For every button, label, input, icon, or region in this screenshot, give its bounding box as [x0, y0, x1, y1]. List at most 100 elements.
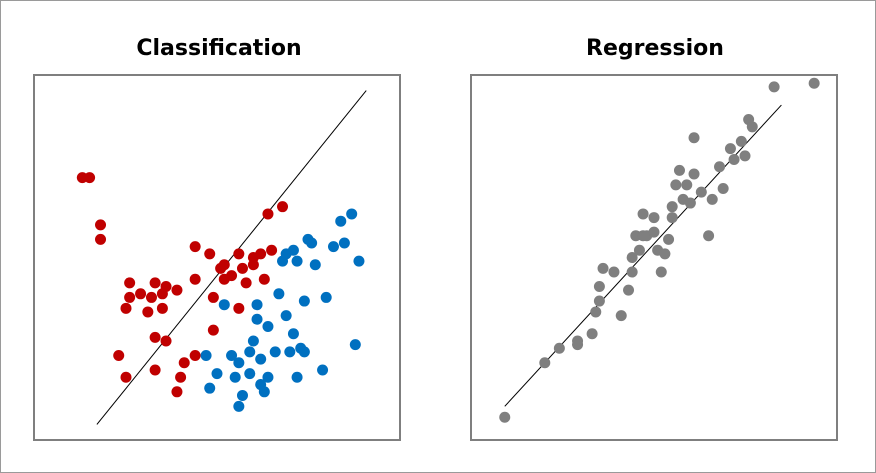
regression-point: [593, 281, 605, 293]
classification-point: [218, 299, 230, 311]
regression-point: [681, 179, 693, 191]
regression-point: [808, 77, 820, 89]
classification-point: [291, 255, 303, 267]
regression-point: [623, 284, 635, 296]
classification-point: [269, 346, 281, 358]
classification-point: [244, 346, 256, 358]
classification-point: [327, 241, 339, 253]
regression-point: [706, 193, 718, 205]
regression-point: [615, 310, 627, 322]
classification-point: [226, 270, 238, 282]
classification-point: [284, 346, 296, 358]
classification-line: [96, 90, 367, 425]
classification-plot: [76, 90, 367, 425]
regression-point: [590, 306, 602, 318]
classification-point: [262, 371, 274, 383]
classification-point: [258, 273, 270, 285]
classification-point: [171, 386, 183, 398]
classification-point: [145, 291, 157, 303]
classification-point: [255, 248, 267, 260]
regression-point: [735, 135, 747, 147]
classification-point: [149, 331, 161, 343]
classification-point: [236, 262, 248, 274]
classification-point: [233, 400, 245, 412]
classification-point: [113, 350, 125, 362]
regression-point: [593, 295, 605, 307]
classification-point: [280, 310, 292, 322]
classification-point: [189, 273, 201, 285]
classification-point: [233, 302, 245, 314]
regression-point: [597, 262, 609, 274]
classification-point: [156, 302, 168, 314]
classification-point: [204, 382, 216, 394]
classification-point: [338, 237, 350, 249]
regression-point: [688, 168, 700, 180]
regression-point: [608, 266, 620, 278]
regression-point: [633, 244, 645, 256]
regression-point: [648, 226, 660, 238]
regression-point: [724, 143, 736, 155]
regression-point: [572, 335, 584, 347]
classification-point: [211, 368, 223, 380]
classification-point: [160, 335, 172, 347]
classification-point: [240, 277, 252, 289]
classification-point: [204, 248, 216, 260]
classification-point: [349, 339, 361, 351]
classification-point: [273, 288, 285, 300]
classification-point: [251, 299, 263, 311]
regression-point: [655, 266, 667, 278]
classification-point: [95, 219, 107, 231]
classification-point: [189, 350, 201, 362]
regression-point: [666, 212, 678, 224]
regression-point: [648, 212, 660, 224]
regression-point: [539, 357, 551, 369]
classification-point: [262, 320, 274, 332]
classification-point: [175, 371, 187, 383]
regression-title: Regression: [586, 36, 724, 61]
regression-point: [703, 230, 715, 242]
classification-point: [149, 364, 161, 376]
regression-plot: [499, 77, 820, 423]
classification-point: [149, 277, 161, 289]
classification-point: [346, 208, 358, 220]
classification-point: [76, 172, 88, 184]
classification-point: [298, 346, 310, 358]
classification-point: [298, 295, 310, 307]
classification-point: [306, 237, 318, 249]
classification-point: [124, 291, 136, 303]
classification-panel: [33, 74, 401, 441]
regression-point: [739, 150, 751, 162]
regression-point: [684, 197, 696, 209]
classification-point: [255, 353, 267, 365]
regression-point: [714, 161, 726, 173]
classification-point: [95, 233, 107, 245]
regression-point: [499, 411, 511, 423]
classification-point: [207, 291, 219, 303]
regression-point: [663, 233, 675, 245]
regression-point: [637, 208, 649, 220]
classification-point: [120, 302, 132, 314]
classification-point: [291, 371, 303, 383]
regression-point: [586, 328, 598, 340]
classification-point: [207, 324, 219, 336]
classification-point: [233, 248, 245, 260]
regression-point: [626, 252, 638, 263]
classification-point: [226, 350, 238, 362]
regression-point: [626, 266, 638, 278]
classification-point: [266, 244, 278, 256]
classification-point: [233, 357, 245, 369]
classification-point: [160, 281, 172, 293]
classification-point: [218, 259, 230, 271]
regression-point: [659, 248, 671, 260]
classification-point: [258, 386, 270, 398]
classification-point: [287, 244, 299, 256]
classification-point: [200, 350, 212, 362]
classification-point: [124, 277, 136, 289]
classification-point: [189, 241, 201, 253]
regression-point: [670, 179, 682, 191]
classification-point: [251, 313, 263, 325]
classification-point: [262, 208, 274, 220]
regression-point: [728, 153, 740, 165]
regression-point: [673, 164, 685, 176]
classification-point: [287, 328, 299, 340]
